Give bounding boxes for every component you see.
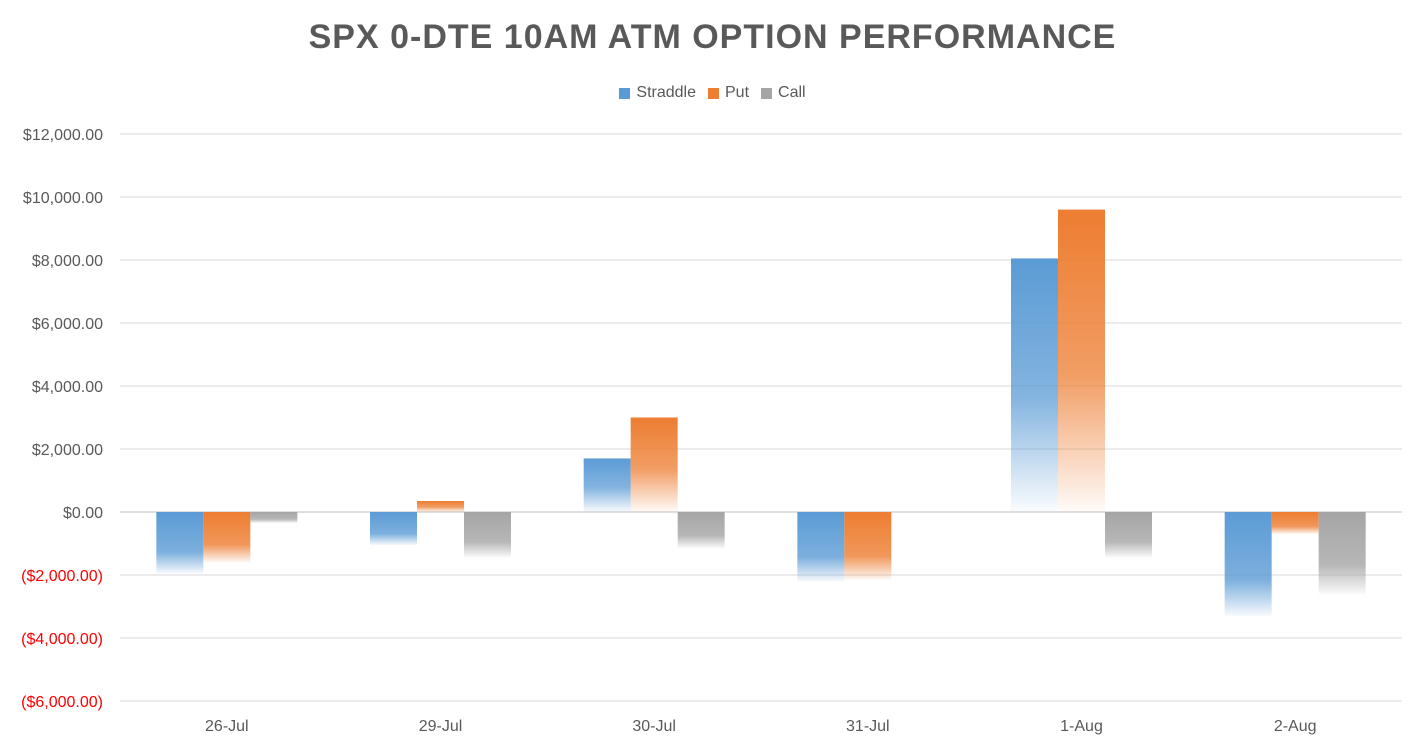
y-tick-label: $12,000.00 xyxy=(23,127,103,144)
bar-straddle-26-jul xyxy=(156,512,204,574)
legend-label: Put xyxy=(725,84,750,101)
y-tick-label: $2,000.00 xyxy=(32,442,103,459)
bar-straddle-2-aug xyxy=(1224,512,1272,616)
bar-put-1-aug xyxy=(1058,209,1105,512)
x-tick-label: 2-Aug xyxy=(1274,718,1317,735)
legend-item-straddle: Straddle xyxy=(619,84,696,102)
y-tick-label: $0.00 xyxy=(63,505,103,522)
legend-item-call: Call xyxy=(761,84,806,102)
legend-label: Straddle xyxy=(636,84,696,101)
y-tick-label: $6,000.00 xyxy=(32,316,103,333)
bar-straddle-30-jul xyxy=(583,458,631,512)
x-tick-label: 31-Jul xyxy=(846,718,890,735)
chart-title: SPX 0-DTE 10AM ATM OPTION PERFORMANCE xyxy=(308,18,1117,56)
bar-call-30-jul xyxy=(677,512,725,549)
bar-call-26-jul xyxy=(250,512,298,524)
bar-straddle-29-jul xyxy=(370,512,417,546)
bar-straddle-1-aug xyxy=(1011,258,1058,512)
bar-call-29-jul xyxy=(464,512,511,558)
bar-put-29-jul xyxy=(417,500,464,512)
legend: Straddle Put Call xyxy=(0,84,1425,104)
x-tick-label: 29-Jul xyxy=(419,718,463,735)
y-tick-label: ($4,000.00) xyxy=(21,631,103,648)
bar-put-2-aug xyxy=(1271,512,1319,535)
legend-swatch xyxy=(708,87,719,99)
y-tick-label: $4,000.00 xyxy=(32,379,103,396)
bar-put-26-jul xyxy=(203,512,251,563)
legend-label: Call xyxy=(778,84,806,101)
bar-call-2-aug xyxy=(1318,512,1366,594)
bar-put-31-jul xyxy=(844,512,892,580)
legend-swatch xyxy=(761,87,773,99)
y-tick-label: $10,000.00 xyxy=(23,190,103,207)
y-tick-label: ($6,000.00) xyxy=(21,694,103,711)
bar-put-30-jul xyxy=(630,417,678,512)
legend-item-put: Put xyxy=(708,84,749,102)
y-tick-label: $8,000.00 xyxy=(32,253,103,270)
bar-straddle-31-jul xyxy=(797,512,845,582)
x-tick-label: 1-Aug xyxy=(1060,718,1103,735)
x-tick-label: 30-Jul xyxy=(632,718,676,735)
bar-call-1-aug xyxy=(1105,512,1152,558)
x-tick-label: 26-Jul xyxy=(205,718,249,735)
legend-swatch xyxy=(619,87,631,99)
y-tick-label: ($2,000.00) xyxy=(21,568,103,585)
